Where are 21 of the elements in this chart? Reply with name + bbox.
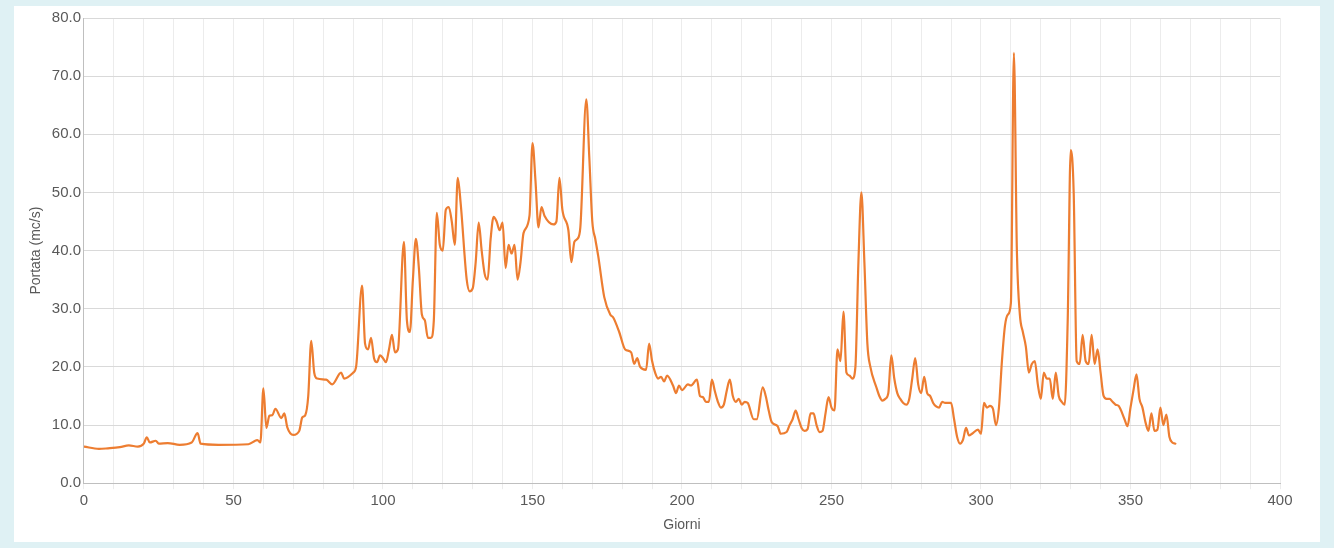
x-tick-label: 200	[669, 491, 695, 509]
x-tick-label: 100	[370, 491, 396, 509]
y-tick-label: 80.0	[51, 8, 81, 26]
y-tick-label: 0.0	[60, 473, 81, 491]
y-tick-label: 50.0	[51, 182, 81, 200]
x-tick-label: 250	[818, 491, 845, 509]
y-tick-label: 60.0	[51, 124, 81, 142]
x-tick-label: 350	[1117, 491, 1144, 509]
x-axis-title: Giorni	[663, 516, 701, 533]
y-tick-label: 70.0	[51, 66, 81, 84]
y-axis-title: Portata (mc/s)	[27, 206, 44, 295]
line-series	[83, 51, 1177, 450]
x-tick-label: 150	[519, 491, 546, 509]
x-tick-label: 300	[968, 491, 994, 509]
x-tick-label: 50	[225, 491, 242, 509]
y-tick-label: 30.0	[51, 298, 81, 316]
y-tick-label: 40.0	[51, 240, 81, 258]
y-tick-label: 10.0	[51, 415, 81, 433]
x-tick-label: 400	[1267, 491, 1293, 509]
y-tick-label: 20.0	[51, 357, 81, 375]
x-tick-label: 0	[79, 491, 89, 509]
